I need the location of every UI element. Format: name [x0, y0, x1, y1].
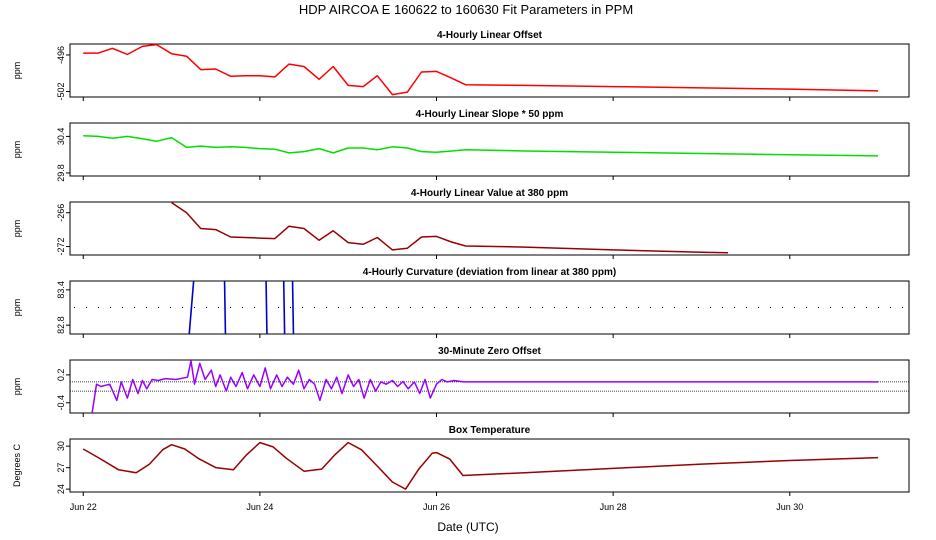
y-axis-label: ppm [12, 299, 22, 317]
panel-frame [69, 122, 910, 177]
series-line [82, 441, 879, 490]
series [188, 281, 295, 334]
series-line [91, 360, 879, 413]
y-tick-label: 27 [56, 463, 66, 473]
panel-title: 4-Hourly Linear Value at 380 ppm [411, 188, 568, 199]
panel-title: 4-Hourly Curvature (deviation from linea… [363, 267, 616, 278]
y-tick-label: -272 [56, 238, 66, 256]
x-tick-label: Jun 24 [246, 502, 273, 512]
panel-2: 4-Hourly Linear Slope * 50 ppm 30.4 29.8 pp… [12, 109, 910, 182]
panel-title: 30-Minute Zero Offset [438, 346, 541, 357]
panel-6: Box Temperature 30 27 24 Degrees C [12, 425, 910, 496]
y-tick-label: 30 [56, 441, 66, 451]
y-tick-label: -502 [56, 83, 66, 101]
y-tick-label: 0.2 [56, 369, 66, 382]
y-tick-label: -266 [56, 204, 66, 222]
y-tick-label: 83.4 [56, 281, 66, 299]
series-line [171, 202, 729, 254]
x-tick-label: Jun 30 [776, 502, 803, 512]
x-axis-label: Date (UTC) [437, 520, 498, 534]
y-axis-label: ppm [12, 62, 22, 80]
y-tick-label: 82.8 [56, 316, 66, 334]
series-segment [265, 281, 268, 334]
y-tick-label: 24 [56, 484, 66, 494]
panel-frame [69, 43, 910, 98]
y-axis-label: ppm [12, 378, 22, 396]
panel-frame [69, 359, 910, 414]
panel-frame [69, 280, 910, 335]
y-axis-label: Degrees C [12, 443, 22, 487]
y-axis-label: ppm [12, 220, 22, 238]
panel-frame [69, 201, 910, 256]
series-segment [282, 281, 286, 334]
x-tick-label: Jun 28 [600, 502, 627, 512]
y-tick-label: 29.8 [56, 164, 66, 182]
series-segment [188, 281, 195, 334]
y-tick-label: -0.4 [56, 395, 66, 411]
y-tick-label: 30.4 [56, 128, 66, 146]
y-axis-label: ppm [12, 141, 22, 159]
series-segment [223, 281, 227, 334]
x-tick-label: Jun 22 [70, 502, 97, 512]
y-tick-label: -496 [56, 46, 66, 64]
series-line [83, 135, 879, 157]
panel-title: Box Temperature [449, 425, 531, 436]
panel-3: 4-Hourly Linear Value at 380 ppm -266 -272… [12, 188, 910, 259]
panel-title: 4-Hourly Linear Offset [437, 30, 543, 41]
x-tick-label: Jun 26 [423, 502, 450, 512]
panels: 4-Hourly Linear Offset-496-502ppm4-Hourl… [12, 30, 910, 496]
series-segment [291, 281, 295, 334]
panel-4: 4-Hourly Curvature (deviation from linea… [12, 267, 910, 338]
panel-5: 30-Minute Zero Offset 0.2 -0.4 ppm [12, 346, 910, 417]
panel-title: 4-Hourly Linear Slope * 50 ppm [416, 109, 564, 120]
panel-1: 4-Hourly Linear Offset -496 -502 ppm [12, 30, 910, 101]
panel-frame [69, 438, 910, 493]
series-line [83, 44, 879, 96]
x-axis: Jun 22 Jun 24 Jun 26 Jun 28 Jun 30 [70, 502, 804, 512]
figure-title: HDP AIRCOA E 160622 to 160630 Fit Parame… [299, 2, 633, 17]
